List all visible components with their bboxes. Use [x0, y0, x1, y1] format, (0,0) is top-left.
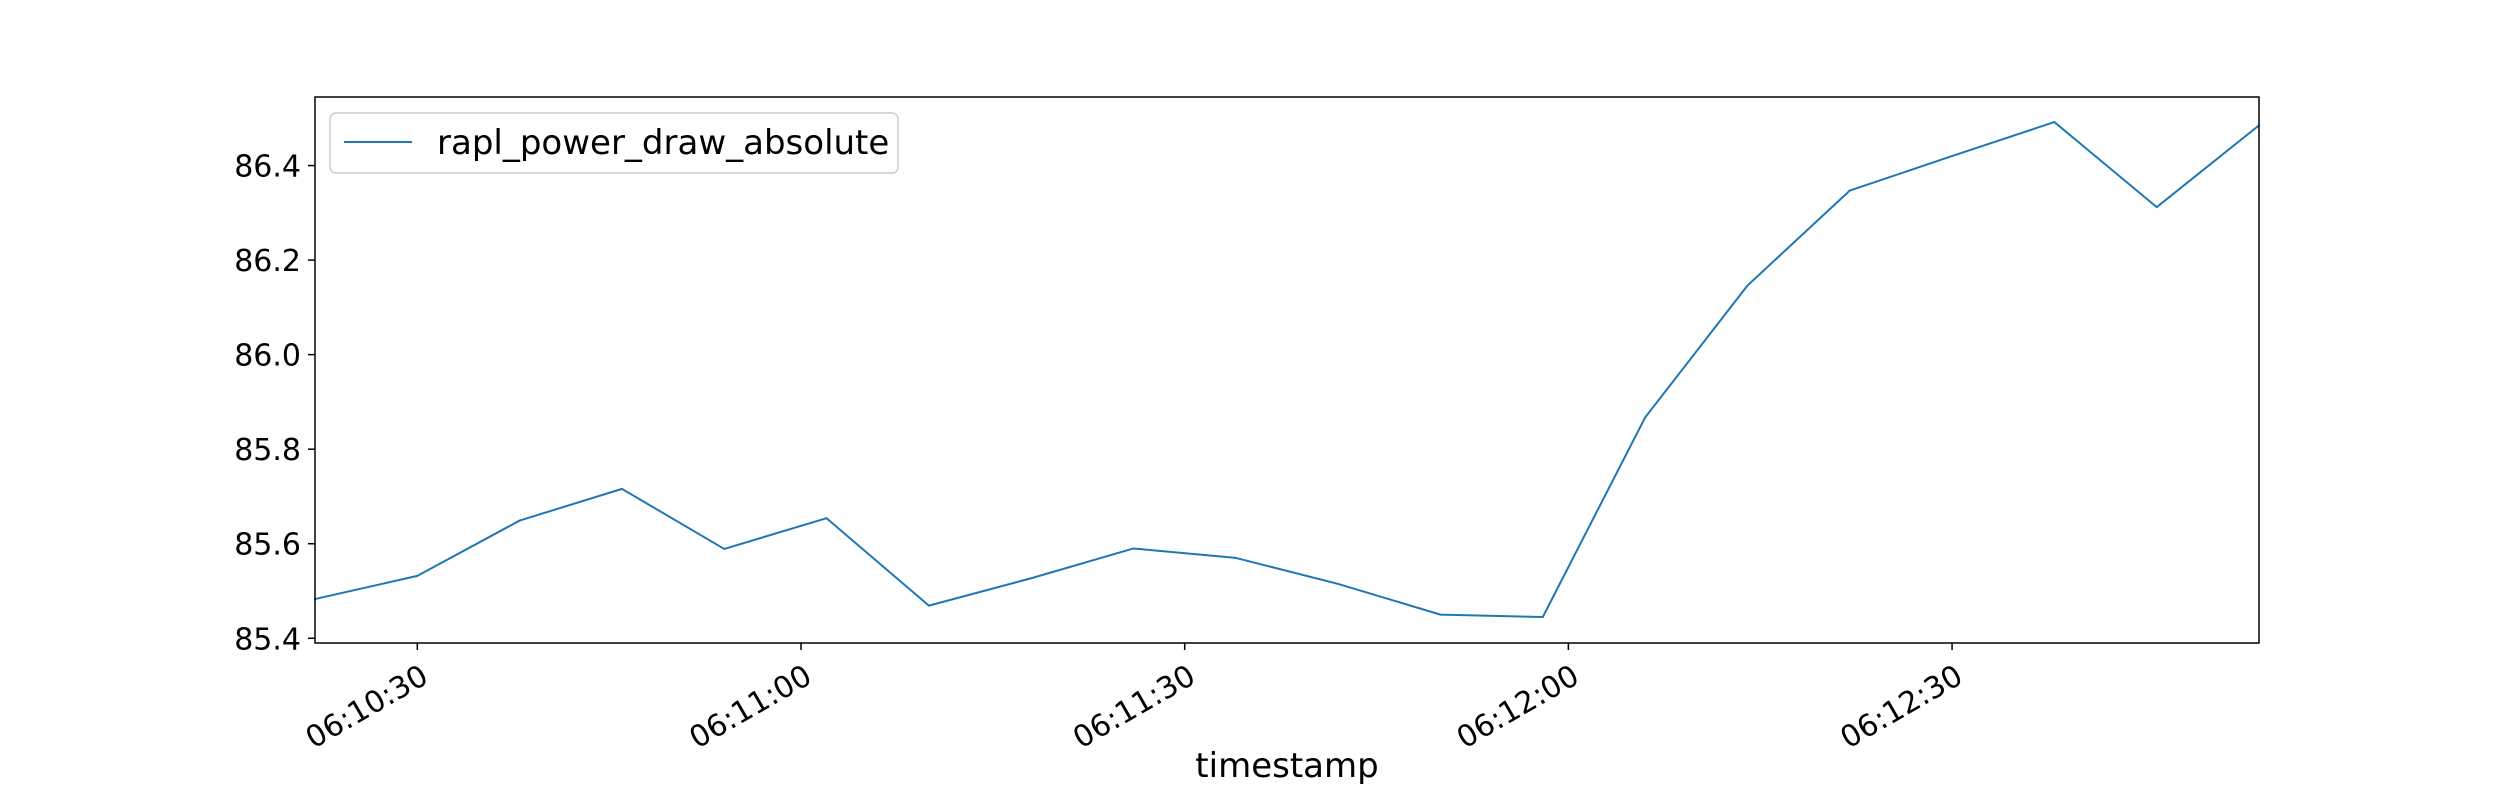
legend-entry: rapl_power_draw_absolute [437, 123, 889, 163]
x-axis-label: timestamp [1195, 746, 1378, 786]
data-point [1439, 613, 1442, 616]
data-point [620, 487, 623, 490]
y-tick-label: 86.2 [234, 244, 301, 279]
data-point [1132, 547, 1135, 550]
data-point [1030, 577, 1033, 580]
y-tick-label: 85.4 [234, 622, 301, 657]
data-point [416, 574, 419, 577]
y-tick-label: 86.0 [234, 339, 301, 374]
data-point [1746, 284, 1749, 287]
legend: rapl_power_draw_absolute [329, 112, 899, 174]
data-point [1234, 556, 1237, 559]
data-point [1337, 582, 1340, 585]
data-point [1951, 155, 1954, 158]
data-point [518, 519, 521, 522]
y-tick-label: 86.4 [234, 150, 301, 185]
plot-frame [314, 96, 2260, 644]
data-point [1848, 189, 1851, 192]
data-point [825, 517, 828, 520]
series-line-0 [314, 121, 2260, 618]
data-point [927, 604, 930, 607]
data-point [723, 547, 726, 550]
y-tick-label: 85.8 [234, 433, 301, 468]
y-axis: 85.4 85.6 85.8 86.0 86.2 86.4 [234, 150, 315, 657]
data-point [1644, 416, 1647, 419]
plot-area [314, 96, 2260, 644]
legend-box [329, 112, 899, 174]
data-point [1541, 616, 1544, 618]
y-tick-label: 85.6 [234, 528, 301, 563]
data-point [2053, 121, 2056, 124]
data-point [2155, 206, 2158, 209]
